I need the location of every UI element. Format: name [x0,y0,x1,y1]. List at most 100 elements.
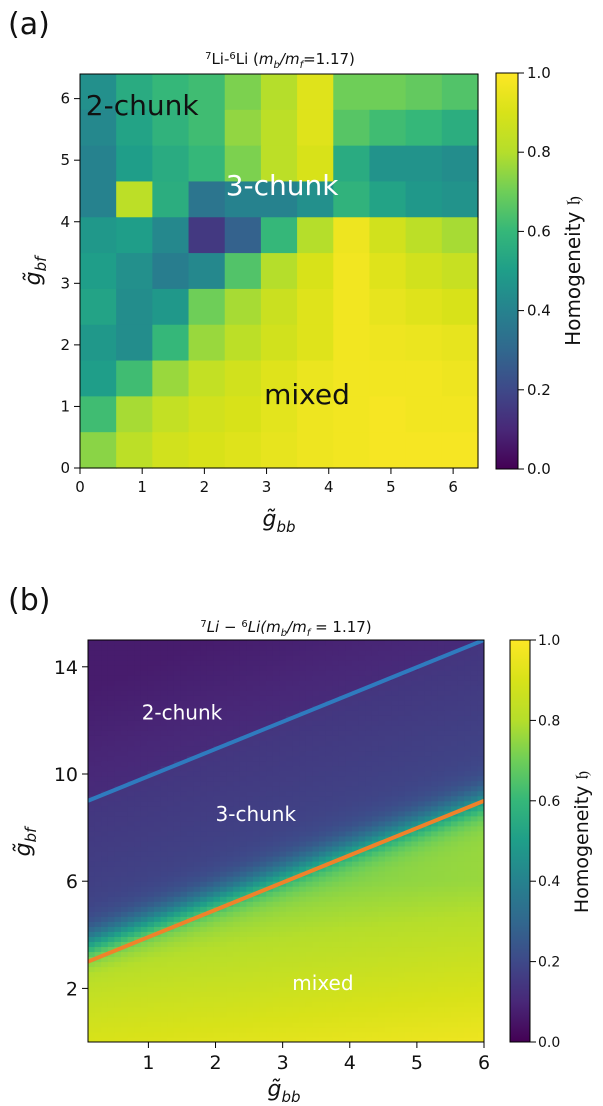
heat-cell [253,745,261,752]
heat-cell [464,670,472,676]
heat-cell [114,1026,122,1033]
heat-cell [451,670,459,676]
heat-cell [94,760,102,767]
heat-cell [437,861,445,867]
heat-cell [147,871,155,877]
heat-cell [345,856,353,862]
heat-cell [233,785,241,792]
heat-cell [167,805,175,812]
heat-cell [206,891,214,897]
heat-cell [226,851,234,857]
heat-cell [358,951,366,958]
heat-cell [279,1021,287,1028]
heat-cell [226,1001,234,1008]
heat-cell [325,675,333,681]
heat-cell [365,655,373,661]
heat-cell [391,640,399,646]
heat-cell [213,1016,221,1023]
heat-cell [233,856,241,862]
heat-cell [220,986,228,993]
heat-cell [444,770,452,777]
heat-cell [457,650,465,656]
heat-cell [107,665,115,671]
heat-cell [272,871,280,877]
heat-cell [101,906,109,912]
heat-cell [88,645,96,651]
heat-cell [116,253,153,290]
heat-cell [444,881,452,887]
heat-cell [371,906,379,912]
heat-cell [437,690,445,696]
heat-cell [272,675,280,681]
heat-cell [477,690,484,696]
heat-cell [369,74,407,111]
heat-cell [418,896,426,902]
heat-cell [246,981,254,988]
heat-cell [385,991,393,998]
heat-cell [286,815,294,822]
heat-cell [154,866,162,872]
heat-cell [266,1006,274,1013]
heat-cell [213,680,221,686]
heat-cell [332,921,340,927]
heat-cell [325,901,333,907]
heat-cell [431,991,439,998]
heat-cell [305,981,313,988]
heat-cell [352,1026,360,1033]
heat-cell [180,991,188,998]
heat-cell [305,901,313,907]
heat-cell [200,901,208,907]
heat-cell [272,655,280,661]
heat-cell [279,861,287,867]
heat-cell [180,795,188,802]
heat-cell [371,795,379,802]
heat-cell [398,991,406,998]
heat-cell [167,780,175,787]
heat-cell [371,800,379,807]
heat-cell [358,780,366,787]
chart-a-title-ratio: m [259,50,274,68]
heat-cell [378,775,386,782]
heat-cell [312,926,320,932]
heat-cell [371,1021,379,1028]
heat-cell [292,951,300,958]
heat-cell [140,780,148,787]
heat-cell [378,1001,386,1008]
heat-cell [292,911,300,917]
heat-cell [121,996,129,1003]
heat-cell [259,830,267,837]
heat-cell [477,996,484,1003]
heat-cell [371,735,379,741]
heat-cell [220,680,228,686]
heat-cell [398,745,406,752]
heat-cell [259,851,267,857]
heat-cell [206,650,214,656]
heat-cell [193,931,201,937]
heat-cell [378,971,386,978]
heat-cell [88,790,96,797]
heat-cell [464,755,472,762]
heat-cell [286,861,294,867]
heat-cell [260,288,298,326]
heat-cell [477,750,484,757]
heat-cell [358,815,366,822]
heat-cell [114,795,122,802]
heat-cell [319,770,327,777]
heat-cell [305,851,313,857]
heat-cell [352,986,360,993]
heat-cell [279,946,287,953]
heat-cell [213,991,221,998]
heat-cell [325,891,333,897]
heat-cell [253,881,261,887]
heat-cell [173,705,181,711]
heat-cell [246,775,254,782]
heat-cell [180,866,188,872]
heat-cell [385,1006,393,1013]
heat-cell [160,1031,168,1038]
heat-cell [114,921,122,927]
chart-a-title-sup1: 7 [205,51,211,62]
heat-cell [94,670,102,676]
heat-cell [319,996,327,1003]
heat-cell [121,931,129,937]
heat-cell [437,886,445,892]
